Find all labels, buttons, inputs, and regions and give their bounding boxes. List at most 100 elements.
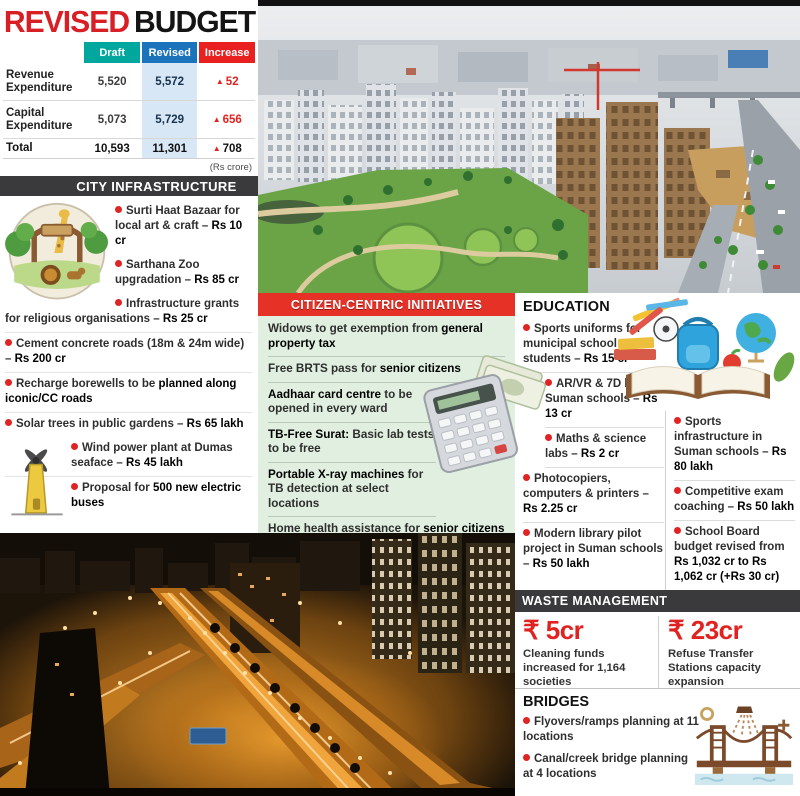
bullet-icon xyxy=(523,754,530,761)
list-item: Portable X-ray machines for TB detection… xyxy=(268,463,436,517)
bullet-icon xyxy=(545,434,552,441)
text-segment: Rs 65 lakh xyxy=(186,418,244,430)
text-segment: Sarthana Zoo upgradation – xyxy=(115,259,200,286)
education-list-left: Sports uniforms for municipal school stu… xyxy=(523,318,664,577)
city-list-bottom: Wind power plant at Dumas seaface – Rs 4… xyxy=(5,437,252,516)
cell-draft: 5,073 xyxy=(97,113,127,126)
text-segment: Rs 2 cr xyxy=(580,448,620,460)
cell-draft: 5,520 xyxy=(97,75,127,88)
up-triangle-icon: ▲ xyxy=(215,77,224,86)
text-segment: to be opened in every ward xyxy=(268,387,413,416)
text-segment: TB-Free Surat: xyxy=(268,427,350,441)
page-title: REVISED BUDGET xyxy=(0,0,256,41)
text-segment: Rs 80 lakh xyxy=(674,446,787,473)
rupee-amount: ₹ 23cr xyxy=(668,615,743,645)
text-segment: Sports infrastructure in Suman schools – xyxy=(674,416,772,458)
increase-value: 52 xyxy=(225,75,239,88)
table-corner-cell xyxy=(3,42,82,63)
left-column: REVISED BUDGET Draft Revised Increase Rev… xyxy=(0,0,258,533)
bullet-icon xyxy=(674,417,681,424)
night-street-photo xyxy=(0,533,515,796)
cell-increase: ▲ 656 xyxy=(199,101,255,138)
bullet-icon xyxy=(674,527,681,534)
column-header-revised: Revised xyxy=(141,42,198,63)
text-segment: Proposal for xyxy=(82,482,153,494)
bullet-icon xyxy=(115,299,122,306)
education-section: EDUCATION xyxy=(515,293,800,590)
cell-revised: 5,572 xyxy=(141,63,198,100)
row-label: Total xyxy=(6,142,33,154)
row-label: Revenue Expenditure xyxy=(6,68,73,94)
text-segment: Rs 1,032 cr to Rs 1,062 cr (+Rs 30 cr) xyxy=(674,556,780,583)
table-unit-note: (Rs crore) xyxy=(209,162,252,173)
text-segment: Widows to get exemption from xyxy=(268,322,442,335)
bullet-icon xyxy=(115,206,122,213)
cell-draft: 10,593 xyxy=(94,142,130,155)
table-row-capital: Capital Expenditure 5,073 5,729 ▲ 656 xyxy=(3,101,255,139)
column-header-increase: Increase xyxy=(199,42,256,63)
aerial-city-photo xyxy=(258,0,800,293)
text-segment: 500 new electric buses xyxy=(71,482,242,509)
bullet-icon xyxy=(5,339,12,346)
bullet-icon xyxy=(523,717,530,724)
school-supplies-illustration xyxy=(606,297,798,409)
bullet-icon xyxy=(5,419,12,426)
waste-card-desc: Cleaning funds increased for 1,164 socie… xyxy=(523,648,626,688)
bridges-section: BRIDGES Flyovers/ramps planning at 11 lo… xyxy=(515,688,800,796)
text-segment: Cement concrete roads (18m & 24m wide) – xyxy=(5,338,245,365)
text-segment: planned along iconic/CC roads xyxy=(5,378,237,405)
cell-increase: ▲ 708 xyxy=(199,139,255,158)
bullet-icon xyxy=(5,379,12,386)
text-segment: Surti Haat Bazaar for local art & craft … xyxy=(115,205,240,232)
section-header-city-infrastructure: CITY INFRASTRUCTURE xyxy=(0,176,258,196)
text-segment: Infrastructure grants for religious orga… xyxy=(5,298,240,325)
section-header-education: EDUCATION xyxy=(523,299,610,315)
cell-increase: ▲ 52 xyxy=(199,63,255,100)
text-segment: Maths & science labs – xyxy=(545,433,647,460)
calculator-cash-illustration xyxy=(423,350,549,474)
list-item: School Board budget revised from Rs 1,03… xyxy=(674,521,795,590)
list-item: Infrastructure grants for religious orga… xyxy=(5,293,252,333)
waste-card-refuse: ₹ 23cr Refuse Transfer Stations capacity… xyxy=(658,616,794,689)
table-row-revenue: Revenue Expenditure 5,520 5,572 ▲ 52 xyxy=(3,63,255,101)
section-header-citizen-initiatives: CITIZEN-CENTRIC INITIATIVES xyxy=(258,293,515,316)
list-item: Recharge borewells to be planned along i… xyxy=(5,373,252,413)
text-segment: Free BRTS pass for xyxy=(268,362,380,375)
up-triangle-icon: ▲ xyxy=(212,144,221,153)
column-header-draft: Draft xyxy=(84,42,140,63)
bridge-illustration-art xyxy=(694,706,794,785)
aerial-city-photo-art xyxy=(258,0,800,293)
text-segment: Canal/creek bridge planning at 4 locatio… xyxy=(523,753,689,780)
text-segment: Rs 13 cr xyxy=(545,393,658,420)
text-segment: Home health assistance for xyxy=(268,522,424,535)
text-segment: School Board budget revised from xyxy=(674,526,785,553)
table-header-row: Draft Revised Increase xyxy=(3,42,256,63)
text-segment: general property tax xyxy=(268,322,483,350)
bridge-illustration xyxy=(694,699,794,785)
bullet-icon xyxy=(545,379,552,386)
city-list-top: Surti Haat Bazaar for local art & craft … xyxy=(5,200,252,437)
text-segment: Photocopiers, computers & printers – xyxy=(523,473,649,500)
windmill-illustration-art xyxy=(11,449,63,516)
row-label: Capital Expenditure xyxy=(6,106,73,132)
list-item: Widows to get exemption from general pro… xyxy=(268,317,505,357)
zoo-illustration-art xyxy=(5,202,108,300)
text-segment: Flyovers/ramps planning at 11 locations xyxy=(523,716,699,743)
bullet-icon xyxy=(523,529,530,536)
text-segment: Recharge borewells to be xyxy=(16,378,159,390)
rupee-amount: ₹ 5cr xyxy=(523,615,584,645)
text-segment: senior citizens xyxy=(423,522,505,535)
bullet-icon xyxy=(523,474,530,481)
text-segment: Rs 25 cr xyxy=(162,313,208,325)
calculator-cash-art xyxy=(423,355,547,474)
text-segment: Basic lab tests to be free xyxy=(268,427,435,456)
windmill-illustration xyxy=(5,439,67,519)
text-segment: Modern library pilot project in Suman sc… xyxy=(523,528,663,570)
text-segment: Sports uniforms for municipal school stu… xyxy=(523,323,642,365)
text-segment: Wind power plant at Dumas seaface – xyxy=(71,442,233,469)
city-infrastructure-section: Surti Haat Bazaar for local art & craft … xyxy=(0,196,258,516)
list-item: Proposal for 500 new electric buses xyxy=(5,477,252,516)
up-triangle-icon: ▲ xyxy=(212,115,221,124)
text-segment: Rs 10 cr xyxy=(115,220,243,247)
